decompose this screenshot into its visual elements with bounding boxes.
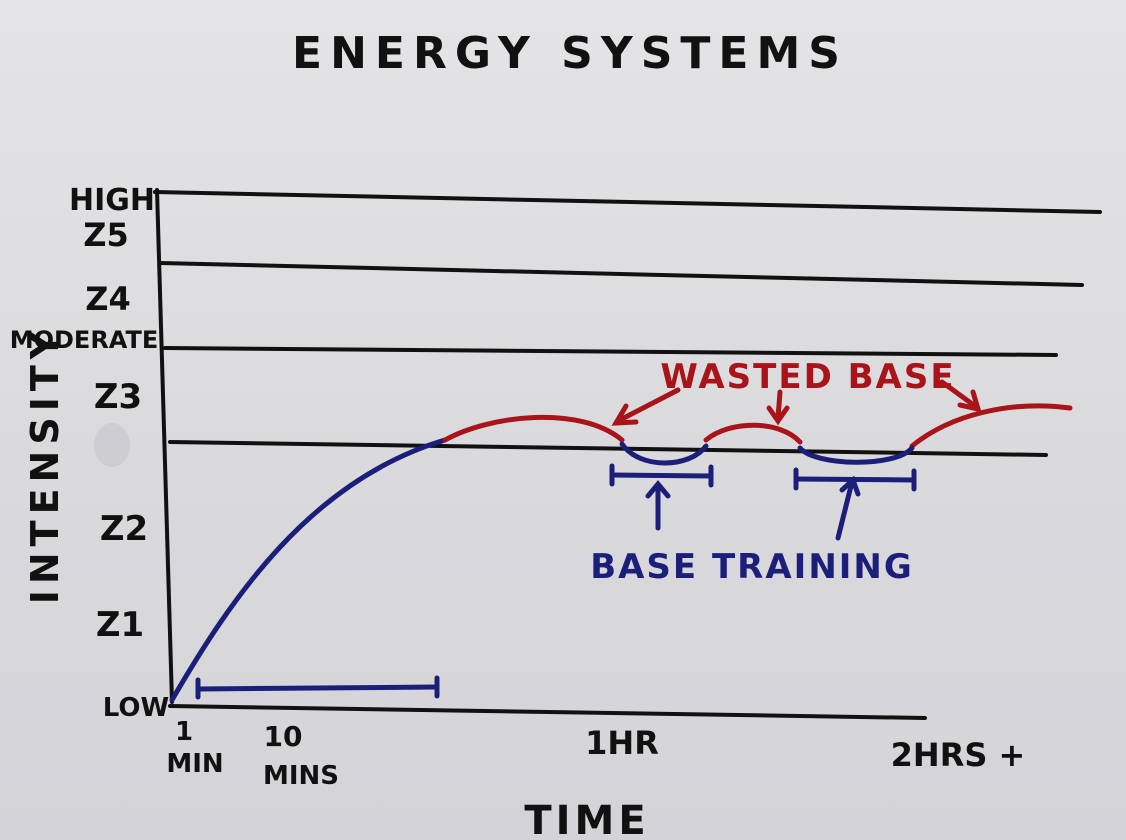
y-tick-low: LOW [103, 693, 169, 723]
y-tick-high: HIGH [69, 183, 155, 218]
y-tick-z4: Z4 [85, 280, 130, 318]
y-axis-label: INTENSITY [23, 326, 67, 605]
red-curve-segment-2 [703, 422, 803, 445]
red-curve-segment-1 [442, 414, 625, 443]
base-arrow-2-head [839, 475, 861, 497]
zone-line-moderate [163, 346, 1058, 357]
x-tick-1hr: 1HR [585, 724, 659, 762]
wasted-arrow-1-head [611, 403, 639, 426]
y-tick-z3: Z3 [94, 377, 142, 417]
blue-dip-2 [797, 445, 915, 465]
warmup-bracket-line [195, 684, 440, 692]
blue-rise-curve [169, 437, 448, 703]
zone-line-z4 [158, 261, 1084, 287]
x-tick-1-unit: MIN [166, 749, 223, 779]
base-arrow-2-shaft [835, 479, 855, 541]
y-axis-line [155, 188, 174, 704]
x-tick-1: 1 [175, 717, 193, 747]
wasted-base-label: WASTED BASE [660, 357, 955, 397]
diagram-title: ENERGY SYSTEMS [292, 28, 848, 79]
x-axis-label: TIME [524, 798, 649, 840]
wasted-arrow-3-head [957, 389, 982, 413]
y-tick-z2: Z2 [100, 509, 148, 549]
blue-dip-1 [619, 441, 709, 466]
y-tick-moderate: MODERATE [10, 326, 159, 354]
base-bracket-1-line [609, 472, 714, 479]
wasted-arrow-2-shaft [775, 389, 783, 421]
zone-line-z2 [168, 440, 1048, 457]
wasted-arrow-3-shaft [939, 379, 978, 409]
x-tick-10: 10 [264, 720, 303, 753]
wasted-arrow-2-head [766, 405, 790, 426]
board-smudge [94, 423, 130, 467]
base-arrow-1-head [645, 480, 671, 499]
y-tick-z1: Z1 [96, 605, 144, 645]
x-tick-2hrs: 2HRS + [891, 736, 1026, 774]
base-training-label: BASE TRAINING [590, 547, 914, 587]
y-tick-z5: Z5 [83, 216, 128, 254]
zone-line-high [153, 190, 1102, 214]
wasted-arrow-1-shaft [617, 387, 681, 423]
red-curve-segment-3 [909, 403, 1073, 449]
x-tick-10-unit: MINS [263, 761, 339, 791]
x-axis-line [168, 704, 927, 720]
